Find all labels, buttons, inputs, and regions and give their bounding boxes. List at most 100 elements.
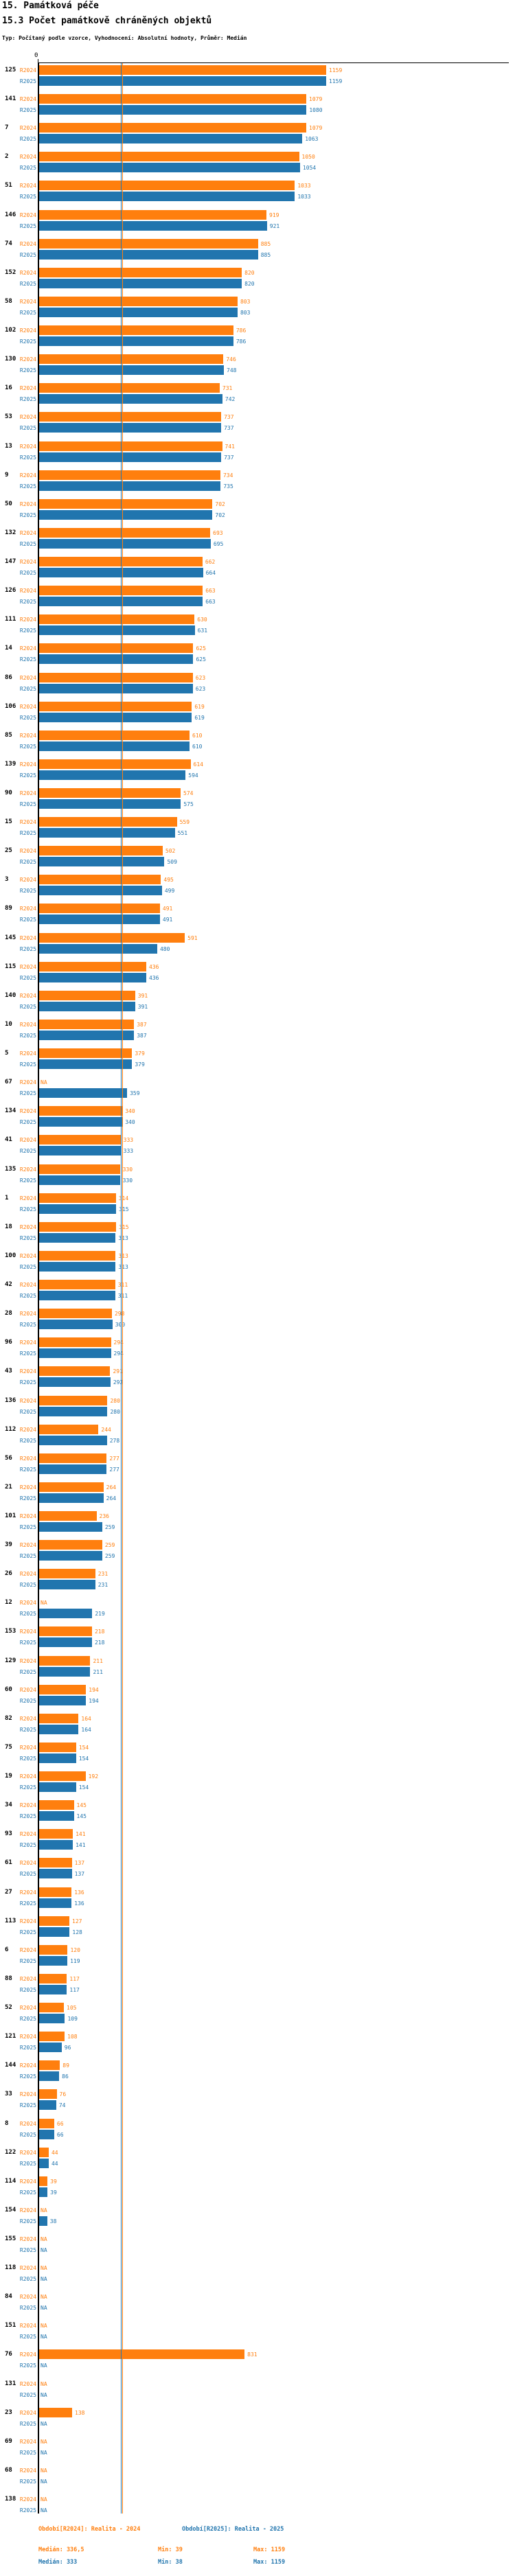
bar-r2024 [38, 1425, 99, 1434]
chart-row: 51 R2024 1033 R2025 1033 [0, 181, 515, 204]
bar-line-r2024: R2024 NA [0, 2437, 515, 2446]
chart-row: 50 R2024 702 R2025 702 [0, 499, 515, 522]
value-label-r2024: 244 [101, 1426, 111, 1433]
series-label-r2025: R2025 [19, 454, 36, 461]
row-id-label: 126 [5, 587, 16, 594]
bar-line-r2024: R2024 NA [0, 2465, 515, 2475]
bar-r2024 [38, 1453, 107, 1463]
row-id-label: 129 [5, 1657, 16, 1664]
median-line-r2024 [122, 62, 123, 2514]
bar-line-r2024: R2024 630 [0, 614, 515, 624]
series-label-r2025: R2025 [19, 1090, 36, 1096]
bar-line-r2025: R2025 313 [0, 1233, 515, 1243]
series-label-r2024: R2024 [19, 1859, 36, 1866]
series-label-r2024: R2024 [19, 2004, 36, 2011]
bar-line-r2024: R2024 154 [0, 1743, 515, 1752]
series-label-r2024: R2024 [19, 1223, 36, 1230]
chart-row: 131 R2024 NA R2025 NA [0, 2379, 515, 2402]
bar-line-r2025: R2025 NA [0, 2274, 515, 2284]
value-label-r2024: 820 [244, 269, 255, 276]
series-label-r2025: R2025 [19, 511, 36, 518]
bar-line-r2024: R2024 734 [0, 470, 515, 480]
series-label-r2025: R2025 [19, 1957, 36, 1964]
chart-row: 138 R2024 NA R2025 NA [0, 2494, 515, 2518]
value-label-r2025: 663 [205, 598, 216, 605]
series-label-r2024: R2024 [19, 1975, 36, 1982]
series-label-r2024: R2024 [19, 1570, 36, 1577]
series-label-r2025: R2025 [19, 2131, 36, 2138]
series-label-r2025: R2025 [19, 2073, 36, 2080]
x-axis-line [38, 62, 509, 63]
bar-line-r2025: R2025 74 [0, 2100, 515, 2110]
series-label-r2024: R2024 [19, 443, 36, 450]
bar-r2025 [38, 1782, 76, 1792]
bar-line-r2025: R2025 748 [0, 365, 515, 375]
bar-r2024 [38, 702, 192, 711]
series-label-r2024: R2024 [19, 1252, 36, 1259]
value-label-r2025: 820 [244, 280, 255, 287]
value-label-r2025: 136 [74, 1900, 84, 1907]
bar-line-r2024: R2024 231 [0, 1569, 515, 1578]
bar-line-r2024: R2024 137 [0, 1858, 515, 1867]
bar-r2025 [38, 2100, 56, 2110]
chart-row: 15 R2024 559 R2025 551 [0, 817, 515, 840]
bar-line-r2024: R2024 259 [0, 1540, 515, 1550]
bar-line-r2025: R2025 387 [0, 1031, 515, 1040]
value-label-r2025: 277 [109, 1466, 119, 1473]
value-label-r2024: 786 [236, 327, 247, 334]
bar-line-r2025: R2025 499 [0, 886, 515, 895]
series-label-r2024: R2024 [19, 2322, 36, 2329]
footer-period-r2025: Období[R2025]: Realita - 2025 [182, 2526, 284, 2533]
bar-r2025 [38, 770, 186, 780]
value-label-r2025: 109 [67, 2015, 78, 2022]
series-label-r2024: R2024 [19, 1050, 36, 1057]
row-id-label: 3 [5, 876, 9, 883]
bar-line-r2024: R2024 313 [0, 1251, 515, 1261]
bar-line-r2025: R2025 300 [0, 1320, 515, 1329]
series-label-r2025: R2025 [19, 222, 36, 229]
row-id-label: 53 [5, 413, 12, 420]
value-label-r2025: 1080 [309, 106, 323, 113]
value-label-r2024: 630 [197, 616, 207, 623]
bar-r2025 [38, 799, 181, 809]
bar-line-r2024: R2024 108 [0, 2032, 515, 2041]
value-label-r2025: NA [41, 2420, 47, 2427]
series-label-r2024: R2024 [19, 2149, 36, 2156]
bar-line-r2025: R2025 NA [0, 2448, 515, 2457]
row-id-label: 15 [5, 818, 12, 825]
value-label-r2024: 231 [98, 1570, 108, 1577]
value-label-r2024: 1159 [329, 67, 343, 73]
bar-line-r2024: R2024 89 [0, 2060, 515, 2070]
bar-line-r2025: R2025 NA [0, 2360, 515, 2370]
value-label-r2024: 1079 [309, 124, 323, 131]
bar-line-r2024: R2024 502 [0, 846, 515, 855]
series-label-r2024: R2024 [19, 1541, 36, 1548]
bar-r2025 [38, 134, 303, 143]
bar-line-r2024: R2024 NA [0, 2379, 515, 2389]
value-label-r2024: 919 [269, 211, 279, 218]
bar-line-r2024: R2024 194 [0, 1685, 515, 1694]
chart-row: 23 R2024 138 R2025 NA [0, 2408, 515, 2431]
series-label-r2024: R2024 [19, 2293, 36, 2300]
chart-row: 125 R2024 1159 R2025 1159 [0, 65, 515, 89]
footer-median-r2024: Medián: 336,5 [38, 2546, 84, 2553]
series-label-r2025: R2025 [19, 1697, 36, 1704]
chart-row: 111 R2024 630 R2025 631 [0, 614, 515, 638]
bar-r2024 [38, 614, 195, 624]
bar-r2025 [38, 944, 157, 954]
value-label-r2024: 294 [113, 1339, 124, 1346]
series-label-r2024: R2024 [19, 327, 36, 334]
chart-row: 144 R2024 89 R2025 86 [0, 2060, 515, 2084]
bar-r2024 [38, 1366, 111, 1376]
value-label-r2025: NA [41, 2391, 47, 2398]
chart-row: 122 R2024 44 R2025 44 [0, 2148, 515, 2171]
bar-r2024 [38, 181, 295, 190]
bar-r2024 [38, 2148, 49, 2157]
value-label-r2024: 291 [113, 1368, 123, 1375]
series-label-r2025: R2025 [19, 2391, 36, 2398]
bar-line-r2025: R2025 38 [0, 2216, 515, 2226]
bar-line-r2024: R2024 610 [0, 731, 515, 740]
y-axis-line [38, 62, 39, 2514]
bar-line-r2025: R2025 117 [0, 1985, 515, 1994]
bar-line-r2024: R2024 39 [0, 2176, 515, 2186]
